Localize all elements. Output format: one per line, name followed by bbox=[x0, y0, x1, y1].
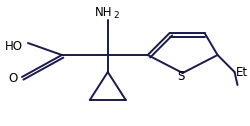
Text: NH: NH bbox=[94, 6, 112, 19]
Text: 2: 2 bbox=[113, 11, 119, 21]
Text: S: S bbox=[177, 71, 184, 84]
Text: O: O bbox=[8, 71, 17, 85]
Text: Et: Et bbox=[234, 66, 247, 78]
Text: HO: HO bbox=[5, 40, 23, 54]
